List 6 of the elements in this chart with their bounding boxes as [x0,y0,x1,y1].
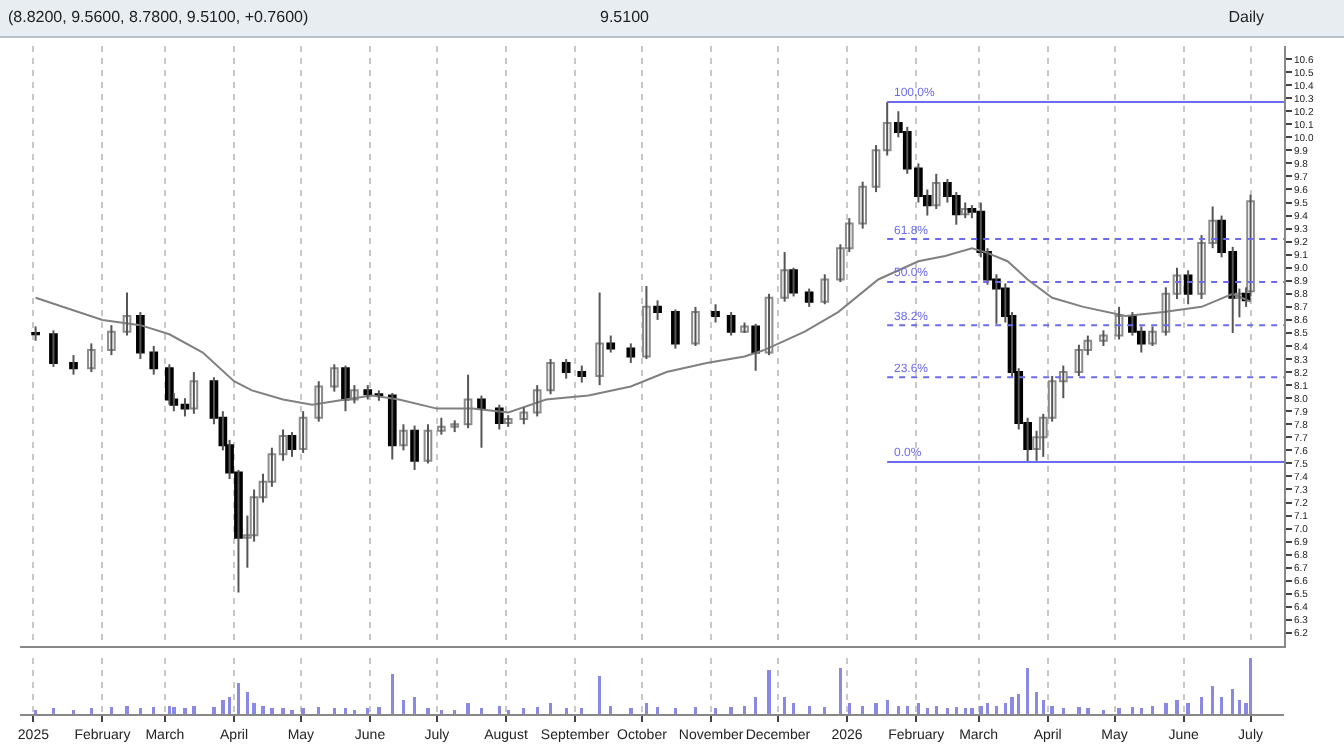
candlestick [450,419,460,434]
candlestick [740,321,749,334]
candlestick [606,334,616,354]
text: (8.8200, 9.5600, 8.7800, 9.5100, +0.7600) [8,8,309,26]
text: Daily [1228,8,1264,26]
text: 9.5100 [600,8,649,26]
